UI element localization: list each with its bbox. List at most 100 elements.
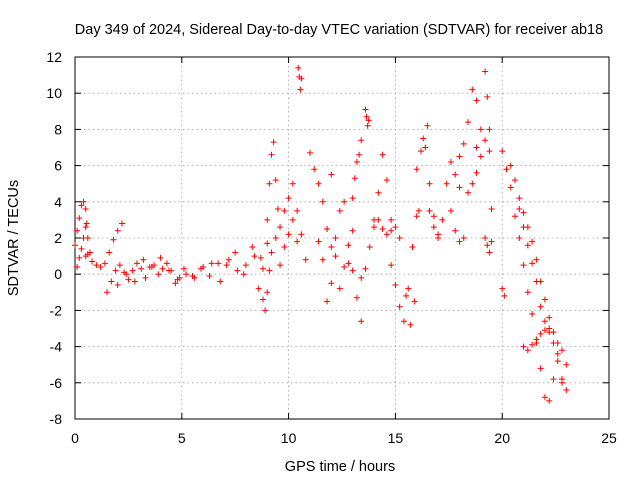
data-point	[234, 267, 241, 274]
data-point	[319, 198, 326, 205]
data-point	[469, 180, 476, 187]
data-point	[270, 139, 277, 146]
data-point	[72, 242, 78, 249]
data-point	[180, 265, 187, 272]
data-point	[76, 254, 83, 261]
data-point	[341, 263, 348, 270]
data-point	[157, 254, 164, 261]
data-point	[78, 245, 85, 252]
data-point	[554, 358, 561, 365]
data-point	[74, 227, 81, 234]
data-point	[328, 171, 335, 178]
x-tick-label: 5	[178, 430, 186, 446]
data-point	[264, 216, 271, 223]
data-point	[172, 280, 179, 287]
data-point	[435, 231, 442, 238]
data-point	[131, 278, 138, 285]
x-tick-label: 10	[281, 430, 297, 446]
data-point	[277, 224, 284, 231]
data-point	[396, 235, 403, 241]
x-axis-label: GPS time / hours	[285, 459, 395, 475]
data-point	[430, 224, 437, 231]
data-point	[426, 180, 433, 187]
data-point	[524, 347, 531, 354]
data-point	[443, 180, 450, 187]
data-point	[484, 242, 491, 249]
data-point	[142, 274, 149, 281]
data-point	[388, 216, 395, 223]
data-point	[251, 253, 258, 260]
data-point	[371, 224, 378, 231]
data-point	[148, 263, 155, 270]
data-point	[294, 207, 301, 214]
data-point	[422, 144, 429, 151]
data-point	[533, 256, 540, 263]
data-point	[362, 265, 369, 272]
data-point	[114, 282, 121, 289]
data-point	[82, 224, 89, 231]
data-point	[306, 149, 313, 156]
y-axis-label: SDTVAR / TECUs	[6, 180, 22, 296]
data-point	[383, 177, 390, 184]
data-point	[189, 273, 196, 280]
data-point	[285, 195, 292, 202]
data-point	[484, 93, 491, 100]
data-point	[563, 387, 570, 394]
data-point	[469, 86, 476, 93]
data-point	[106, 249, 113, 256]
data-point	[297, 86, 304, 93]
data-point	[456, 153, 463, 160]
data-point	[272, 177, 279, 184]
data-point	[101, 260, 108, 267]
data-point	[488, 206, 495, 213]
data-point	[364, 122, 371, 129]
data-point	[529, 311, 536, 318]
y-tick-label: 2	[54, 230, 62, 246]
data-point	[138, 265, 145, 272]
data-point	[407, 321, 414, 328]
x-tick-label: 15	[388, 430, 404, 446]
data-point	[363, 113, 370, 120]
data-point	[486, 249, 493, 256]
data-point	[447, 158, 454, 165]
grid-lines	[75, 57, 609, 419]
data-point	[285, 231, 292, 238]
data-point	[289, 216, 296, 223]
y-tick-label: 4	[54, 194, 62, 210]
data-point	[411, 298, 418, 305]
data-point	[388, 262, 395, 269]
data-point	[108, 278, 115, 285]
data-point	[116, 262, 123, 269]
data-point	[546, 325, 553, 332]
data-point	[520, 224, 527, 231]
data-point	[82, 206, 89, 213]
data-point	[272, 235, 279, 241]
data-point	[289, 180, 296, 187]
data-point	[512, 177, 519, 184]
data-point	[281, 207, 288, 214]
data-point	[559, 376, 566, 383]
data-point	[533, 278, 540, 285]
data-point	[415, 207, 422, 214]
data-point	[319, 256, 326, 263]
data-point	[349, 195, 356, 202]
x-tick-label: 0	[71, 430, 79, 446]
data-point	[249, 244, 256, 251]
data-point	[232, 249, 239, 256]
data-point	[353, 294, 360, 301]
data-point	[375, 216, 382, 223]
data-point	[546, 314, 553, 321]
y-tick-label: 8	[54, 121, 62, 137]
data-point	[174, 276, 181, 283]
data-point	[76, 215, 83, 222]
data-point	[554, 350, 561, 357]
data-point	[460, 235, 467, 241]
data-point	[281, 244, 288, 251]
data-point	[110, 236, 117, 243]
data-point	[266, 180, 273, 187]
data-point	[165, 267, 172, 274]
data-point	[383, 231, 390, 238]
data-point	[257, 254, 264, 261]
chart-title: Day 349 of 2024, Sidereal Day-to-day VTE…	[75, 22, 603, 38]
data-point	[266, 267, 273, 274]
